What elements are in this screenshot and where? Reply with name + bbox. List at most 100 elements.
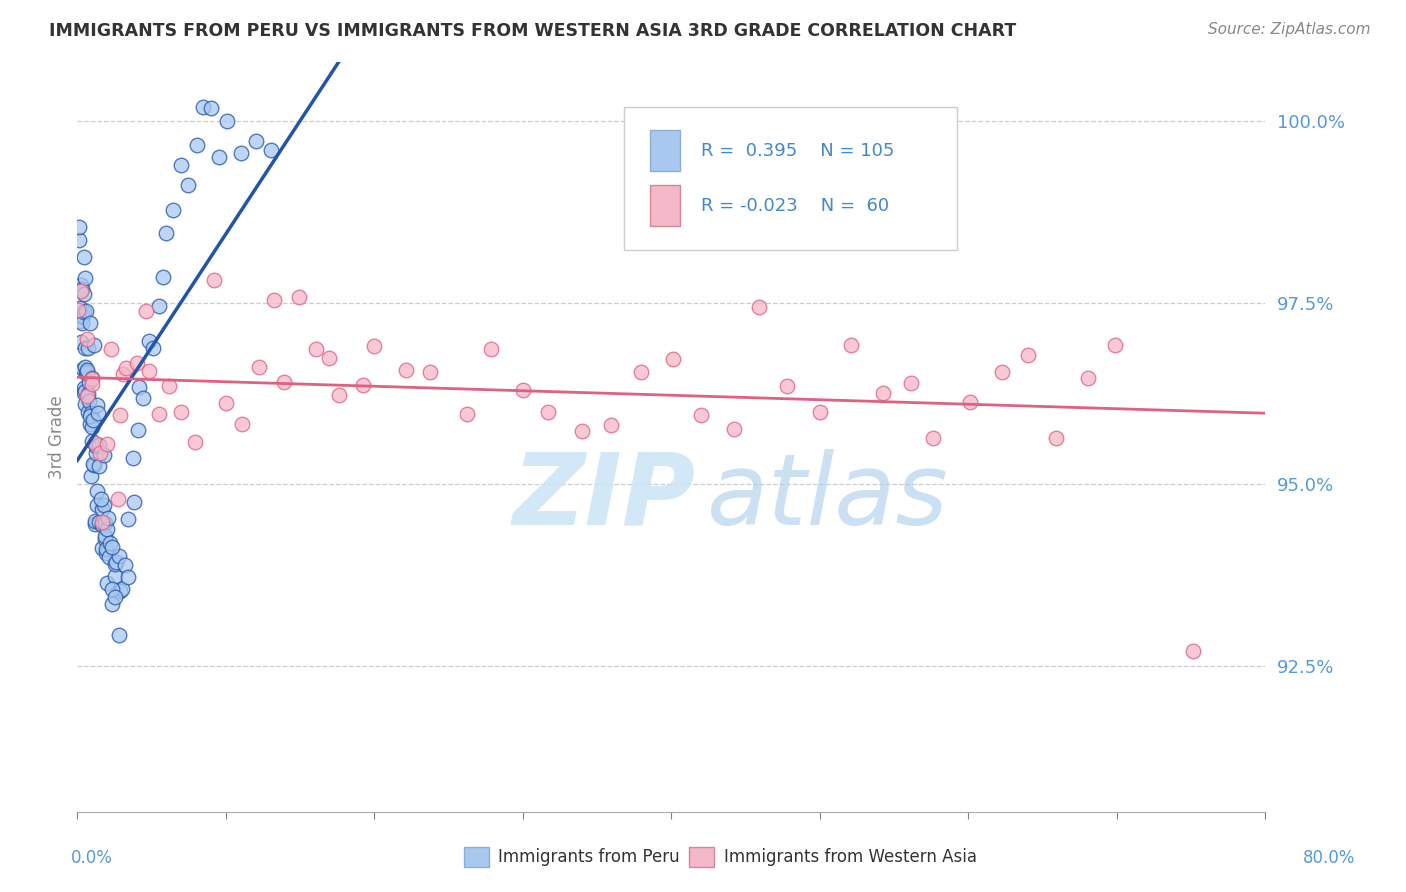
Point [630,366,652,380]
Point [75,384,97,398]
Point [128,380,150,394]
Point [162,202,184,217]
Point [776,378,799,392]
FancyBboxPatch shape [624,107,956,250]
Point [69,314,91,328]
Point [75,367,97,381]
Point [82,420,104,434]
Point [70,309,93,323]
Point [73,286,96,301]
Point [69,301,91,315]
Text: 80.0%: 80.0% [1302,849,1355,867]
Point [193,100,215,114]
Point [114,558,136,572]
Point [571,424,593,438]
Point [537,404,560,418]
Point [70,309,93,323]
Point [723,423,745,437]
Point [661,351,683,366]
Point [84,439,107,453]
Point [76,365,98,379]
Point [72,282,94,296]
Point [111,368,134,382]
Point [69,284,91,298]
Point [76,405,98,419]
Point [89,446,111,460]
Point [79,316,101,330]
Point [108,628,131,642]
Point [96,436,118,450]
Point [67,233,90,247]
Point [231,417,253,431]
Point [1017,348,1039,362]
Point [96,522,118,536]
Point [83,435,105,450]
Point [87,459,110,474]
Text: atlas: atlas [707,449,949,546]
Point [75,304,97,318]
Point [1077,370,1099,384]
Point [263,293,285,307]
Point [111,582,134,596]
Point [101,582,124,596]
Point [87,438,110,452]
Point [90,492,112,507]
Point [76,389,98,403]
Point [247,360,270,375]
Point [900,376,922,391]
Point [80,434,103,449]
Point [122,495,145,509]
Point [148,299,170,313]
Point [79,406,101,420]
Point [104,555,127,569]
Point [82,457,104,471]
Point [318,351,340,366]
Point [138,364,160,378]
Point [125,356,148,370]
Point [91,518,114,533]
Point [91,516,114,530]
Point [79,409,101,423]
Point [121,451,143,466]
Point [76,332,98,346]
Point [352,378,374,392]
Point [91,501,114,516]
Text: 0.0%: 0.0% [70,849,112,867]
Point [69,277,91,292]
Point [991,366,1014,380]
Point [91,541,114,555]
Point [97,549,120,564]
Point [83,337,105,351]
Text: ZIP: ZIP [512,449,695,546]
Point [100,342,122,356]
Text: Immigrants from Western Asia: Immigrants from Western Asia [724,848,977,866]
Point [83,458,105,473]
Text: Immigrants from Peru: Immigrants from Peru [498,848,679,866]
Bar [650,130,679,171]
Point [245,134,267,148]
Point [100,597,122,611]
Text: Source: ZipAtlas.com: Source: ZipAtlas.com [1208,22,1371,37]
Point [215,113,238,128]
Point [108,408,131,422]
Point [98,536,121,550]
Point [86,398,108,412]
Point [110,584,132,599]
Point [690,408,713,422]
Point [170,158,193,172]
Point [93,448,115,462]
Point [922,431,945,445]
Point [132,391,155,405]
Point [107,492,129,507]
Point [229,145,252,160]
Point [80,377,103,392]
Point [108,549,131,563]
Point [115,360,138,375]
Point [363,339,385,353]
Text: R = -0.023    N =  60: R = -0.023 N = 60 [702,196,889,215]
Point [70,334,93,349]
Point [183,434,205,449]
Point [138,334,160,348]
Point [70,316,93,330]
Point [77,375,100,389]
